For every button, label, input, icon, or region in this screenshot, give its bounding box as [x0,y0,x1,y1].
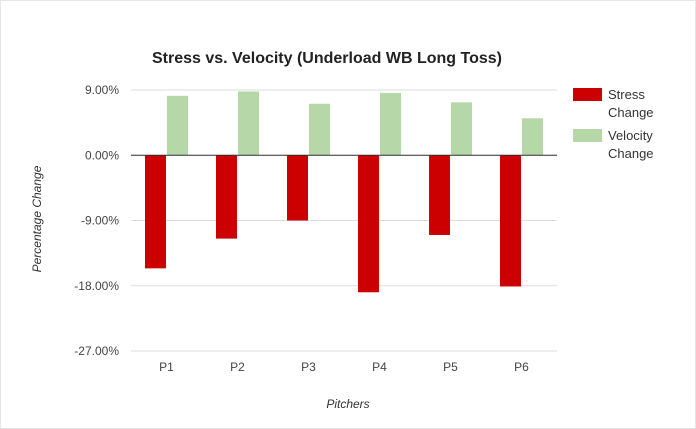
bars [145,91,543,293]
bar-stress-p6 [500,155,521,287]
legend-label: Change [608,146,654,161]
x-tick-label: P1 [159,360,174,374]
bar-velocity-p6 [522,118,543,156]
bar-velocity-p2 [238,91,259,156]
legend-swatch-stress [573,88,602,101]
bar-velocity-p1 [167,95,188,156]
legend-label: Velocity [608,128,653,143]
legend-label: Stress [608,87,645,102]
bar-stress-p1 [145,155,166,269]
gridlines [131,89,557,352]
axes: 9.00% 0.00% -9.00% -18.00% -27.00% P1 P2 P3 P4 P5… [74,83,557,374]
bar-stress-p3 [287,155,308,221]
bar-velocity-p5 [451,102,472,156]
x-tick-label: P6 [514,360,529,374]
legend-label: Change [608,105,654,120]
bar-velocity-p3 [309,103,330,156]
x-tick-label: P2 [230,360,245,374]
x-tick-label: P4 [372,360,387,374]
chart-title: Stress vs. Velocity (Underload WB Long T… [152,50,502,67]
legend-swatch-velocity [573,129,602,142]
bar-stress-p2 [216,155,237,239]
y-tick-label: 0.00% [85,148,119,162]
x-axis-title: Pitchers [326,397,369,411]
legend: Stress Change Velocity Change [573,87,654,161]
bar-velocity-p4 [380,92,401,156]
y-tick-label: -9.00% [81,214,119,228]
x-tick-label: P5 [443,360,458,374]
bar-stress-p5 [429,155,450,235]
bar-stress-p4 [358,155,379,293]
y-tick-label: -18.00% [74,279,119,293]
y-tick-label: -27.00% [74,344,119,358]
y-axis-title: Percentage Change [30,165,44,272]
x-tick-label: P3 [301,360,316,374]
y-tick-label: 9.00% [85,83,119,97]
